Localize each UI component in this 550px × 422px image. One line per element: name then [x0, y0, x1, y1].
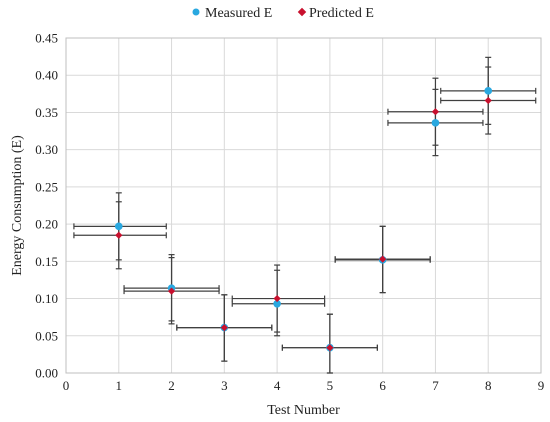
y-axis-title: Energy Consumption (E)	[10, 135, 25, 276]
legend-label-measured: Measured E	[205, 6, 272, 21]
y-tick-label: 0.10	[35, 291, 58, 306]
y-axis-ticks: 0.00 0.05 0.10 0.15 0.20 0.25 0.30 0.35 0.40 0.45	[35, 31, 58, 381]
grid	[65, 37, 542, 374]
point-measured	[273, 299, 281, 308]
point-predicted	[273, 294, 281, 303]
x-tick-label: 3	[221, 378, 228, 393]
point-predicted	[431, 108, 440, 116]
data-points	[114, 87, 493, 352]
point-predicted	[326, 344, 334, 352]
point-predicted	[484, 96, 492, 105]
point-predicted	[167, 287, 176, 295]
y-tick-label: 0.40	[35, 68, 58, 83]
y-tick-label: 0.15	[35, 254, 58, 269]
x-tick-label: 8	[485, 378, 492, 393]
y-tick-label: 0.25	[35, 179, 58, 194]
point-measured	[114, 222, 123, 231]
x-tick-label: 5	[327, 378, 334, 393]
y-tick-label: 0.05	[35, 328, 58, 343]
legend-marker-predicted	[297, 7, 307, 17]
point-measured	[431, 119, 440, 127]
x-tick-label: 6	[379, 378, 386, 393]
legend-label-predicted: Predicted E	[309, 6, 374, 21]
y-tick-label: 0.30	[35, 142, 58, 157]
error-bars	[73, 56, 537, 374]
x-tick-label: 2	[168, 378, 175, 393]
x-tick-label: 9	[538, 378, 545, 393]
point-predicted	[379, 255, 387, 263]
x-tick-label: 1	[116, 378, 123, 393]
point-predicted	[220, 323, 228, 332]
y-tick-label: 0.45	[35, 31, 58, 46]
x-tick-label: 7	[432, 378, 439, 393]
y-tick-label: 0.35	[35, 105, 58, 120]
y-tick-label: 0.00	[35, 366, 58, 381]
y-tick-label: 0.20	[35, 217, 58, 232]
legend-marker-measured	[192, 8, 200, 16]
point-measured	[484, 87, 493, 95]
x-tick-label: 0	[63, 378, 70, 393]
plot-area-border	[65, 37, 542, 374]
x-tick-label: 4	[274, 378, 281, 393]
x-axis-title: Test Number	[267, 403, 340, 418]
legend: Measured E Predicted E	[192, 6, 374, 21]
x-axis-ticks: 0 1 2 3 4 5 6 7 8 9	[63, 378, 545, 393]
point-predicted	[115, 231, 123, 239]
